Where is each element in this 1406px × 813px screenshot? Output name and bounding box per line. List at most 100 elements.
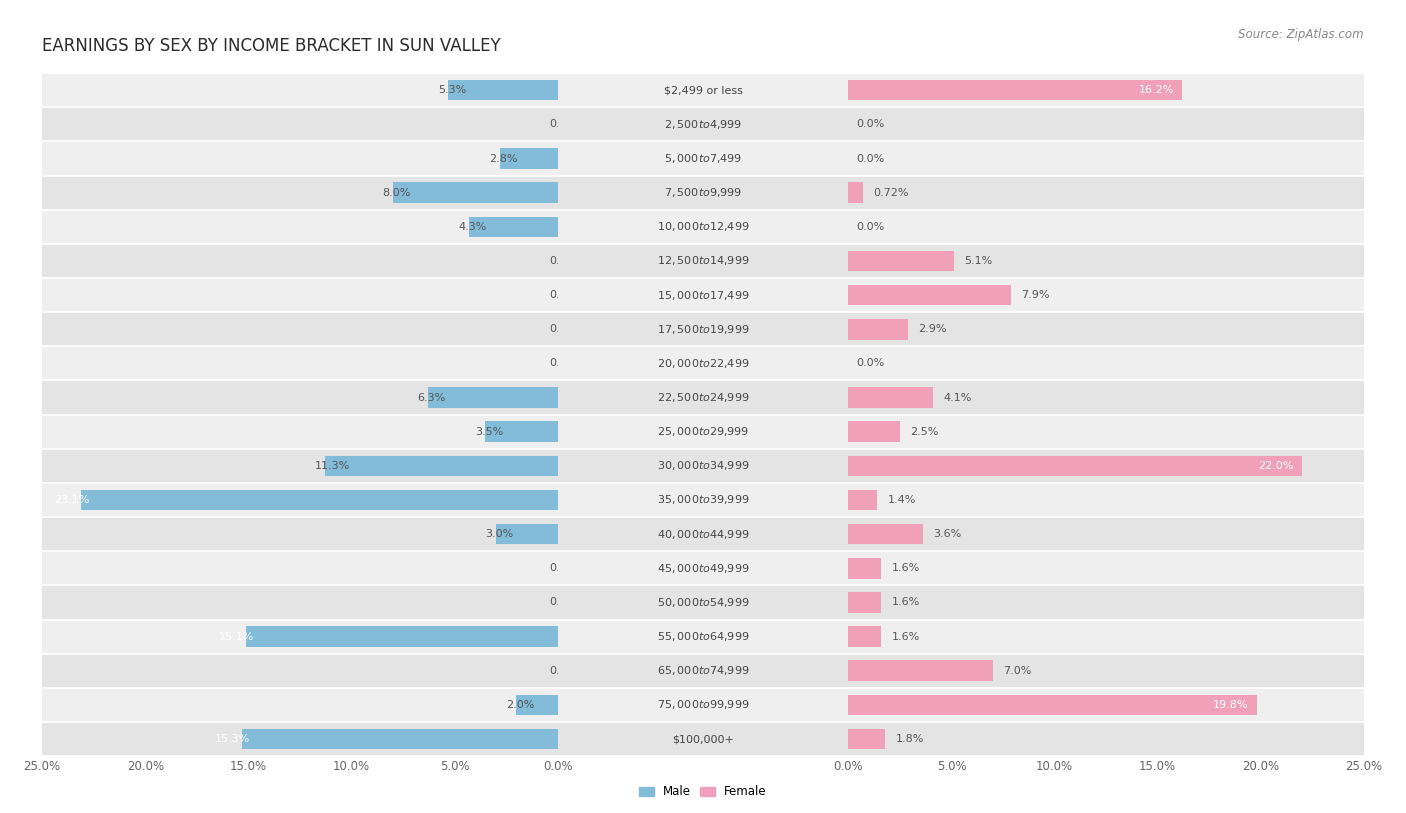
Text: 0.0%: 0.0% — [550, 120, 578, 129]
Bar — [848, 489, 877, 511]
Bar — [848, 182, 863, 203]
Bar — [0, 415, 1406, 449]
Bar — [0, 210, 1406, 244]
Bar — [0, 176, 1406, 210]
Bar — [0, 620, 1406, 654]
Text: 0.0%: 0.0% — [856, 222, 884, 232]
Legend: Male, Female: Male, Female — [634, 780, 772, 803]
Bar — [848, 558, 882, 579]
Bar — [0, 551, 1406, 585]
Bar — [0, 107, 1406, 141]
Bar — [246, 626, 558, 647]
Text: $25,000 to $29,999: $25,000 to $29,999 — [657, 425, 749, 438]
Bar — [0, 688, 1406, 722]
Text: 4.1%: 4.1% — [943, 393, 972, 402]
Bar — [0, 551, 1406, 585]
Text: 11.3%: 11.3% — [315, 461, 350, 471]
Text: $100,000+: $100,000+ — [672, 734, 734, 744]
Bar — [0, 654, 1406, 688]
Bar — [501, 148, 558, 169]
Text: 1.6%: 1.6% — [891, 598, 920, 607]
Bar — [0, 517, 1406, 551]
Bar — [0, 688, 1406, 722]
Bar — [0, 415, 1406, 449]
Text: 0.0%: 0.0% — [550, 563, 578, 573]
Bar — [0, 585, 1406, 620]
Text: 16.2%: 16.2% — [1139, 85, 1174, 95]
Bar — [0, 415, 1406, 449]
Bar — [0, 517, 1406, 551]
Bar — [0, 620, 1406, 654]
Bar — [0, 449, 1406, 483]
Bar — [0, 449, 1406, 483]
Bar — [0, 210, 1406, 244]
Text: $55,000 to $64,999: $55,000 to $64,999 — [657, 630, 749, 643]
Text: 0.0%: 0.0% — [856, 359, 884, 368]
Bar — [0, 107, 1406, 141]
Text: $75,000 to $99,999: $75,000 to $99,999 — [657, 698, 749, 711]
Text: $45,000 to $49,999: $45,000 to $49,999 — [657, 562, 749, 575]
Text: 15.1%: 15.1% — [219, 632, 254, 641]
Bar — [0, 654, 1406, 688]
Bar — [0, 722, 1406, 756]
Bar — [0, 585, 1406, 620]
Bar — [848, 285, 1011, 306]
Text: 2.5%: 2.5% — [910, 427, 939, 437]
Text: 3.5%: 3.5% — [475, 427, 503, 437]
Bar — [0, 107, 1406, 141]
Bar — [516, 694, 558, 715]
Text: 0.0%: 0.0% — [550, 359, 578, 368]
Text: 0.0%: 0.0% — [550, 666, 578, 676]
Text: 2.0%: 2.0% — [506, 700, 534, 710]
Text: 19.8%: 19.8% — [1213, 700, 1249, 710]
Text: 5.3%: 5.3% — [439, 85, 467, 95]
Bar — [0, 517, 1406, 551]
Bar — [242, 728, 558, 750]
Bar — [0, 722, 1406, 756]
Text: $22,500 to $24,999: $22,500 to $24,999 — [657, 391, 749, 404]
Text: 1.6%: 1.6% — [891, 632, 920, 641]
Bar — [0, 449, 1406, 483]
Bar — [485, 421, 558, 442]
Bar — [0, 483, 1406, 517]
Text: EARNINGS BY SEX BY INCOME BRACKET IN SUN VALLEY: EARNINGS BY SEX BY INCOME BRACKET IN SUN… — [42, 37, 501, 54]
Text: $5,000 to $7,499: $5,000 to $7,499 — [664, 152, 742, 165]
Bar — [0, 312, 1406, 346]
Text: 3.0%: 3.0% — [485, 529, 513, 539]
Text: Source: ZipAtlas.com: Source: ZipAtlas.com — [1239, 28, 1364, 41]
Text: 23.1%: 23.1% — [55, 495, 90, 505]
Text: 2.9%: 2.9% — [918, 324, 948, 334]
Bar — [0, 312, 1406, 346]
Text: 15.3%: 15.3% — [215, 734, 250, 744]
Bar — [0, 654, 1406, 688]
Bar — [0, 176, 1406, 210]
Bar — [0, 585, 1406, 620]
Bar — [0, 483, 1406, 517]
Bar — [0, 278, 1406, 312]
Text: $20,000 to $22,499: $20,000 to $22,499 — [657, 357, 749, 370]
Bar — [82, 489, 558, 511]
Text: $10,000 to $12,499: $10,000 to $12,499 — [657, 220, 749, 233]
Bar — [848, 524, 922, 545]
Bar — [0, 73, 1406, 107]
Bar — [0, 73, 1406, 107]
Text: 6.3%: 6.3% — [418, 393, 446, 402]
Bar — [0, 346, 1406, 380]
Bar — [0, 380, 1406, 415]
Text: $7,500 to $9,999: $7,500 to $9,999 — [664, 186, 742, 199]
Bar — [0, 620, 1406, 654]
Text: 8.0%: 8.0% — [382, 188, 411, 198]
Bar — [0, 176, 1406, 210]
Text: $2,499 or less: $2,499 or less — [664, 85, 742, 95]
Text: 1.4%: 1.4% — [887, 495, 915, 505]
Bar — [848, 626, 882, 647]
Bar — [392, 182, 558, 203]
Text: 1.6%: 1.6% — [891, 563, 920, 573]
Text: $65,000 to $74,999: $65,000 to $74,999 — [657, 664, 749, 677]
Text: 0.0%: 0.0% — [550, 324, 578, 334]
Text: 0.0%: 0.0% — [856, 154, 884, 163]
Text: 7.9%: 7.9% — [1022, 290, 1050, 300]
Bar — [848, 387, 934, 408]
Text: 7.0%: 7.0% — [1002, 666, 1032, 676]
Bar — [470, 216, 558, 237]
